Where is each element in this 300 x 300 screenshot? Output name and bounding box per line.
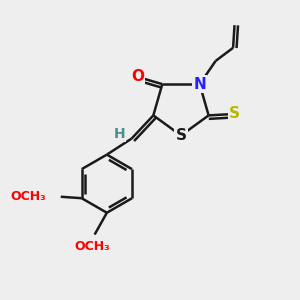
Text: OCH₃: OCH₃ [10, 190, 46, 203]
Text: O: O [131, 69, 144, 84]
Text: S: S [176, 128, 187, 143]
Text: S: S [229, 106, 240, 122]
Text: H: H [113, 127, 125, 141]
Text: OCH₃: OCH₃ [74, 240, 110, 253]
Text: N: N [193, 77, 206, 92]
